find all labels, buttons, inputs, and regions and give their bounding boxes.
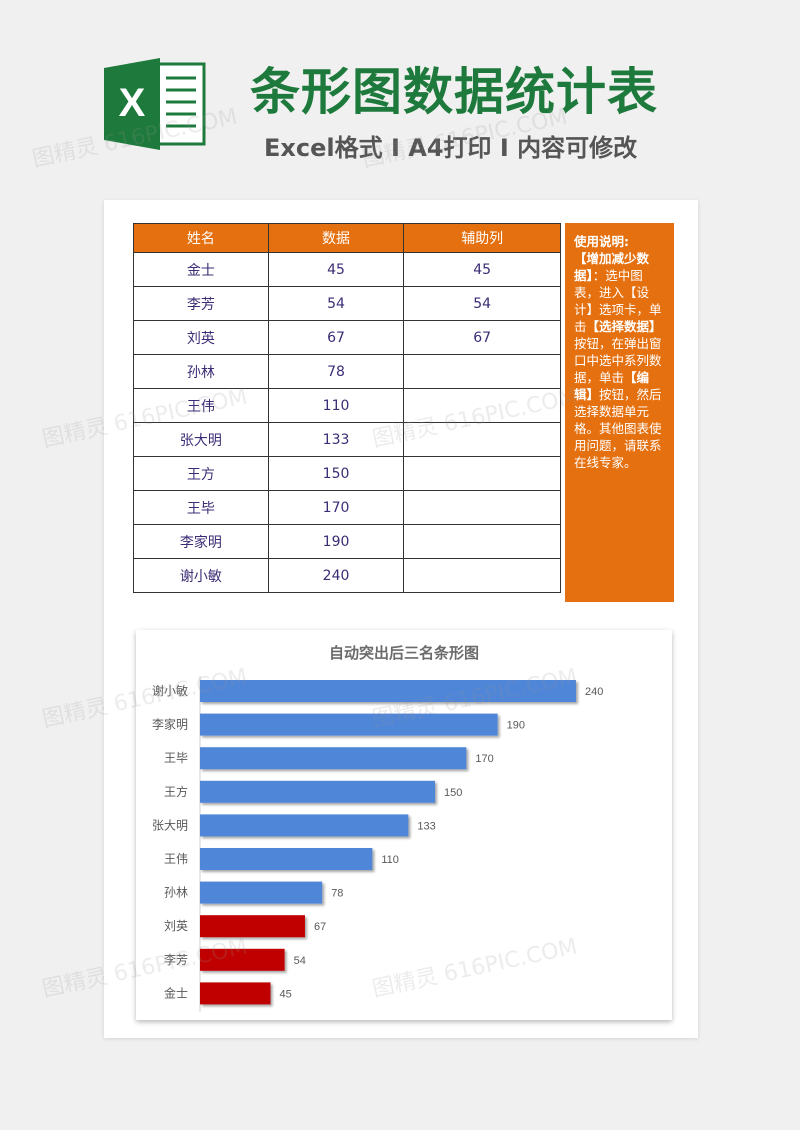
data-label: 240 xyxy=(585,686,603,698)
cell-value[interactable]: 190 xyxy=(267,524,405,559)
instructions-heading: 使用说明: xyxy=(574,234,629,249)
cell-name[interactable]: 谢小敏 xyxy=(133,558,269,593)
column-header-value: 数据 xyxy=(267,223,405,253)
table-row: 李芳 54 54 xyxy=(133,286,561,321)
cell-helper[interactable] xyxy=(403,388,561,423)
table-row: 王伟 110 xyxy=(133,388,561,423)
bar-王毕[interactable] xyxy=(200,747,467,770)
cell-name[interactable]: 李芳 xyxy=(133,286,269,321)
category-label: 王方 xyxy=(164,784,188,799)
cell-name[interactable]: 李家明 xyxy=(133,524,269,559)
category-label: 王伟 xyxy=(164,852,188,866)
chart-plot-area: 谢小敏 240 李家明 190 王毕 170 王方 150 张大明 133 王伟 110 孙林 78 刘英 6… xyxy=(152,676,603,1012)
chart-title: 自动突出后三名条形图 xyxy=(328,644,479,662)
bar-谢小敏[interactable] xyxy=(200,680,576,702)
bar-刘英[interactable] xyxy=(200,915,305,938)
bar-chart[interactable]: 自动突出后三名条形图 谢小敏 240 李家明 190 王毕 170 王方 150 张大明 133 王… xyxy=(136,630,672,1020)
category-label: 王毕 xyxy=(164,751,188,765)
data-label: 78 xyxy=(331,888,343,900)
cell-helper[interactable]: 67 xyxy=(403,320,561,355)
cell-value[interactable]: 54 xyxy=(267,286,405,321)
cell-value[interactable]: 110 xyxy=(267,388,405,423)
cell-value[interactable]: 78 xyxy=(267,354,405,389)
cell-name[interactable]: 王伟 xyxy=(133,388,269,423)
bar-王伟[interactable] xyxy=(200,848,373,870)
cell-value[interactable]: 240 xyxy=(267,558,405,593)
cell-helper[interactable] xyxy=(403,524,561,559)
instructions-bold-3: 【编辑】 xyxy=(574,370,650,402)
instructions-text-1: ：选中图表，进入【设计】选项卡，单击 xyxy=(574,268,662,334)
data-label: 45 xyxy=(280,988,292,1000)
cell-name[interactable]: 王方 xyxy=(133,456,269,491)
excel-logo-letter: X xyxy=(119,81,146,125)
bar-孙林[interactable] xyxy=(200,881,323,904)
table-row: 孙林 78 xyxy=(133,354,561,389)
cell-helper[interactable] xyxy=(403,422,561,457)
cell-helper[interactable] xyxy=(403,558,561,593)
table-row: 张大明 133 xyxy=(133,422,561,457)
table-row: 王毕 170 xyxy=(133,490,561,525)
bar-李家明[interactable] xyxy=(200,713,498,736)
cell-helper[interactable] xyxy=(403,354,561,389)
table-row: 刘英 67 67 xyxy=(133,320,561,355)
data-label: 110 xyxy=(381,854,399,866)
page-title: 条形图数据统计表 xyxy=(250,63,658,121)
instructions-panel: 使用说明: 【增加减少数据】：选中图表，进入【设计】选项卡，单击【选择数据】按钮… xyxy=(565,223,674,602)
table-row: 金士 45 45 xyxy=(133,252,561,287)
instructions-bold-1: 【增加减少数据】 xyxy=(574,251,650,283)
excel-logo-icon: X xyxy=(104,58,206,150)
data-label: 190 xyxy=(507,720,525,732)
data-label: 170 xyxy=(475,753,493,765)
cell-helper[interactable]: 45 xyxy=(403,252,561,287)
data-table: 姓名 数据 辅助列 金士 45 45 李芳 54 54 刘英 67 67 孙林 78 王伟 11… xyxy=(133,223,561,593)
cell-value[interactable]: 67 xyxy=(267,320,405,355)
cell-name[interactable]: 刘英 xyxy=(133,320,269,355)
category-label: 孙林 xyxy=(164,886,188,900)
cell-name[interactable]: 王毕 xyxy=(133,490,269,525)
cell-helper[interactable] xyxy=(403,490,561,525)
data-label: 133 xyxy=(417,820,435,832)
table-row: 李家明 190 xyxy=(133,524,561,559)
cell-helper[interactable] xyxy=(403,456,561,491)
category-label: 刘英 xyxy=(164,919,188,933)
category-label: 李家明 xyxy=(152,717,188,732)
table-header-row: 姓名 数据 辅助列 xyxy=(133,223,561,253)
category-label: 张大明 xyxy=(152,818,188,832)
cell-name[interactable]: 金士 xyxy=(133,252,269,287)
cell-name[interactable]: 孙林 xyxy=(133,354,269,389)
column-header-name: 姓名 xyxy=(133,223,269,253)
bar-张大明[interactable] xyxy=(200,814,409,837)
data-label: 67 xyxy=(314,921,326,933)
category-label: 谢小敏 xyxy=(152,683,188,698)
cell-value[interactable]: 45 xyxy=(267,252,405,287)
category-label: 李芳 xyxy=(164,952,188,967)
table-row: 谢小敏 240 xyxy=(133,558,561,593)
cell-value[interactable]: 170 xyxy=(267,490,405,525)
category-label: 金士 xyxy=(164,985,188,1000)
page-subtitle: Excel格式 Ⅰ A4打印 Ⅰ 内容可修改 xyxy=(264,134,638,162)
bar-王方[interactable] xyxy=(200,780,435,803)
data-label: 54 xyxy=(294,955,306,967)
bar-金士[interactable] xyxy=(200,982,271,1005)
instructions-bold-2: 【选择数据】 xyxy=(586,319,662,334)
bar-李芳[interactable] xyxy=(200,948,285,971)
instructions-text-2: 按钮，在弹出窗口中选中系列数据，单击 xyxy=(574,336,662,385)
table-row: 王方 150 xyxy=(133,456,561,491)
cell-value[interactable]: 150 xyxy=(267,456,405,491)
cell-helper[interactable]: 54 xyxy=(403,286,561,321)
cell-value[interactable]: 133 xyxy=(267,422,405,457)
instructions-text-3: 按钮，然后选择数据单元格。其他图表使用问题，请联系在线专家。 xyxy=(574,387,662,470)
cell-name[interactable]: 张大明 xyxy=(133,422,269,457)
column-header-helper: 辅助列 xyxy=(403,223,561,253)
data-label: 150 xyxy=(444,787,462,799)
